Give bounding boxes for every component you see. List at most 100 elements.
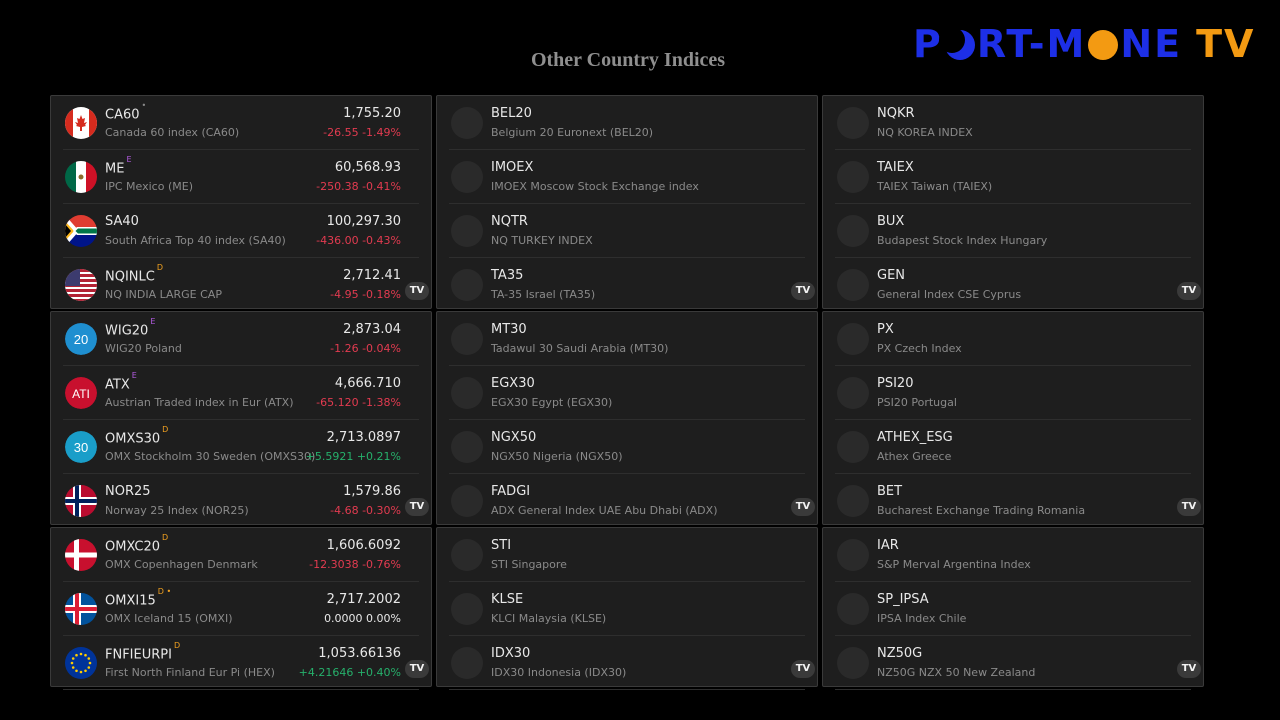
quote-row[interactable]: SP_IPSA IPSA Index Chile (835, 582, 1191, 636)
quote-row[interactable]: ATI ATXE Austrian Traded index in Eur (A… (63, 366, 419, 420)
quote-row[interactable]: TAIEX TAIEX Taiwan (TAIEX) (835, 150, 1191, 204)
quote-row[interactable]: BET Bucharest Exchange Trading Romania (835, 474, 1191, 528)
logo-text-ne: NE (1120, 22, 1183, 66)
quote-row[interactable]: 20 WIG20E WIG20 Poland 2,873.04 -1.26 -0… (63, 312, 419, 366)
quote-row[interactable]: NZ50G NZ50G NZX 50 New Zealand (835, 636, 1191, 690)
quote-description: IPSA Index Chile (877, 612, 967, 625)
logo-text-tv: TV (1196, 22, 1256, 66)
placeholder-logo-icon (837, 647, 869, 679)
quote-row[interactable]: BUX Budapest Stock Index Hungary (835, 204, 1191, 258)
quote-row[interactable]: GEN General Index CSE Cyprus (835, 258, 1191, 312)
quote-row[interactable]: SA40 South Africa Top 40 index (SA40) 10… (63, 204, 419, 258)
quote-price: 2,712.41 (343, 268, 401, 283)
logo-text-rtm: RT-M (976, 22, 1087, 66)
placeholder-logo-icon (837, 431, 869, 463)
tradingview-logo-icon[interactable]: TV (791, 498, 815, 516)
quote-description: OMX Copenhagen Denmark (105, 558, 258, 571)
quote-price: 1,755.20 (343, 106, 401, 121)
quote-row[interactable]: TA35 TA-35 Israel (TA35) (449, 258, 805, 312)
quote-row[interactable]: MEE IPC Mexico (ME) 60,568.93 -250.38 -0… (63, 150, 419, 204)
page-title: Other Country Indices (530, 49, 726, 71)
quote-description: OMX Iceland 15 (OMXI) (105, 612, 233, 625)
quote-symbol: WIG20E (105, 317, 156, 339)
quote-change: -250.38 -0.41% (316, 180, 401, 193)
placeholder-logo-icon (451, 215, 483, 247)
tradingview-logo-icon[interactable]: TV (1177, 660, 1201, 678)
quote-change: -4.95 -0.18% (330, 288, 401, 301)
quote-row[interactable]: CA60• Canada 60 index (CA60) 1,755.20 -2… (63, 96, 419, 150)
quote-symbol: OMXC20D (105, 533, 169, 555)
placeholder-logo-icon (451, 647, 483, 679)
quote-symbol: OMXI15D • (105, 587, 172, 609)
tradingview-logo-icon[interactable]: TV (791, 282, 815, 300)
placeholder-logo-icon (837, 539, 869, 571)
quote-symbol: NQINLCD (105, 263, 164, 285)
quote-symbol: ATHEX_ESG (877, 430, 953, 445)
quote-row[interactable]: FADGI ADX General Index UAE Abu Dhabi (A… (449, 474, 805, 528)
quote-row[interactable]: PSI20 PSI20 Portugal (835, 366, 1191, 420)
quote-symbol: STI (491, 538, 512, 553)
quote-row[interactable]: NQTR NQ TURKEY INDEX (449, 204, 805, 258)
quote-panel: MT30 Tadawul 30 Saudi Arabia (MT30) EGX3… (436, 311, 818, 528)
quote-symbol: KLSE (491, 592, 524, 607)
atx-logo-text: ATI (72, 387, 90, 401)
placeholder-logo-icon (451, 485, 483, 517)
quote-row[interactable]: OMXC20D OMX Copenhagen Denmark 1,606.609… (63, 528, 419, 582)
quote-description: PSI20 Portugal (877, 396, 957, 409)
tradingview-logo-icon[interactable]: TV (405, 660, 429, 678)
tradingview-logo-icon[interactable]: TV (405, 282, 429, 300)
quote-row[interactable]: NQINLCD NQ INDIA LARGE CAP 2,712.41 -4.9… (63, 258, 419, 312)
quote-row[interactable]: NQKR NQ KOREA INDEX (835, 96, 1191, 150)
quote-description: South Africa Top 40 index (SA40) (105, 234, 286, 247)
eu-flag-icon (65, 647, 97, 679)
quote-symbol: TAIEX (877, 160, 914, 175)
quote-row[interactable]: MT30 Tadawul 30 Saudi Arabia (MT30) (449, 312, 805, 366)
quote-symbol: OMXS30D (105, 425, 169, 447)
quote-row[interactable]: IDX30 IDX30 Indonesia (IDX30) (449, 636, 805, 690)
quote-row[interactable]: BEL20 Belgium 20 Euronext (BEL20) (449, 96, 805, 150)
quote-change: -436.00 -0.43% (316, 234, 401, 247)
quote-row[interactable]: IMOEX IMOEX Moscow Stock Exchange index (449, 150, 805, 204)
tradingview-logo-icon[interactable]: TV (791, 660, 815, 678)
quote-row[interactable]: OMXI15D • OMX Iceland 15 (OMXI) 2,717.20… (63, 582, 419, 636)
omxs30-logo-icon: 30 (65, 431, 97, 463)
quote-panel: NQKR NQ KOREA INDEX TAIEX TAIEX Taiwan (… (822, 95, 1204, 312)
quote-description: ADX General Index UAE Abu Dhabi (ADX) (491, 504, 718, 517)
quote-row[interactable]: PX PX Czech Index (835, 312, 1191, 366)
quote-row[interactable]: STI STI Singapore (449, 528, 805, 582)
quote-change: +5.5921 +0.21% (305, 450, 401, 463)
quote-change: +4.21646 +0.40% (298, 666, 401, 679)
wig20-logo-text: 20 (74, 332, 88, 347)
quote-row[interactable]: NGX50 NGX50 Nigeria (NGX50) (449, 420, 805, 474)
quote-description: Austrian Traded index in Eur (ATX) (105, 396, 294, 409)
quote-row[interactable]: ATHEX_ESG Athex Greece (835, 420, 1191, 474)
quote-row[interactable]: IAR S&P Merval Argentina Index (835, 528, 1191, 582)
quote-symbol: TA35 (491, 268, 524, 283)
tradingview-logo-icon[interactable]: TV (405, 498, 429, 516)
quote-row[interactable]: KLSE KLCI Malaysia (KLSE) (449, 582, 805, 636)
quote-symbol: BUX (877, 214, 905, 229)
quote-row[interactable]: EGX30 EGX30 Egypt (EGX30) (449, 366, 805, 420)
quote-symbol: MT30 (491, 322, 527, 337)
quote-description: EGX30 Egypt (EGX30) (491, 396, 613, 409)
placeholder-logo-icon (451, 593, 483, 625)
tradingview-logo-icon[interactable]: TV (1177, 498, 1201, 516)
quote-panel: BEL20 Belgium 20 Euronext (BEL20) IMOEX … (436, 95, 818, 312)
quote-symbol: PSI20 (877, 376, 914, 391)
quote-change: -1.26 -0.04% (330, 342, 401, 355)
quote-row[interactable]: FNFIEURPID First North Finland Eur Pi (H… (63, 636, 419, 690)
quote-panel: 20 WIG20E WIG20 Poland 2,873.04 -1.26 -0… (50, 311, 432, 528)
quote-description: TAIEX Taiwan (TAIEX) (877, 180, 993, 193)
logo-crescent-icon (938, 27, 975, 60)
placeholder-logo-icon (451, 161, 483, 193)
quote-description: Athex Greece (877, 450, 952, 463)
tradingview-logo-icon[interactable]: TV (1177, 282, 1201, 300)
placeholder-logo-icon (451, 269, 483, 301)
quote-description: Tadawul 30 Saudi Arabia (MT30) (491, 342, 669, 355)
quote-change: -4.68 -0.30% (330, 504, 401, 517)
quote-change: 0.0000 0.00% (324, 612, 401, 625)
quote-row[interactable]: 30 OMXS30D OMX Stockholm 30 Sweden (OMXS… (63, 420, 419, 474)
placeholder-logo-icon (837, 485, 869, 517)
quote-row[interactable]: NOR25 Norway 25 Index (NOR25) 1,579.86 -… (63, 474, 419, 528)
quote-description: TA-35 Israel (TA35) (491, 288, 596, 301)
